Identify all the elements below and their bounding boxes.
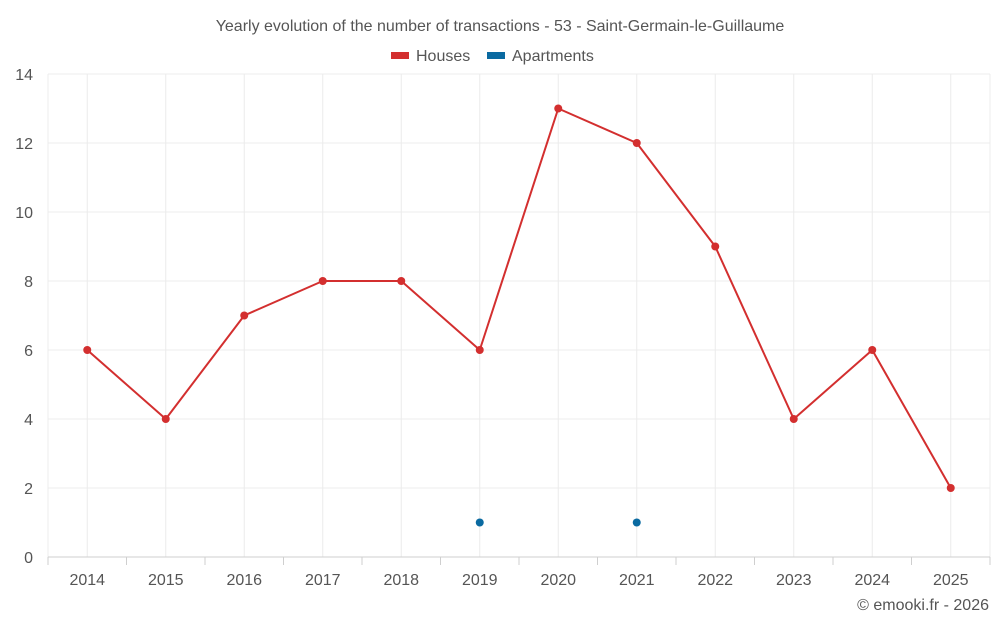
data-point-houses[interactable] bbox=[397, 277, 406, 285]
chart-title: Yearly evolution of the number of transa… bbox=[216, 18, 785, 35]
credit-text: © emooki.fr - 2026 bbox=[857, 597, 989, 614]
y-tick-label: 2 bbox=[24, 481, 33, 498]
data-point-apartments[interactable] bbox=[475, 518, 484, 527]
series-apartments bbox=[475, 518, 641, 527]
y-tick-label: 0 bbox=[24, 550, 33, 567]
x-tick-label: 2023 bbox=[776, 572, 812, 589]
data-point-houses[interactable] bbox=[946, 484, 955, 492]
x-tick-label: 2019 bbox=[462, 572, 498, 589]
x-tick-label: 2020 bbox=[540, 572, 576, 589]
data-point-houses[interactable] bbox=[161, 415, 170, 423]
grid bbox=[47, 73, 991, 557]
data-point-houses[interactable] bbox=[711, 242, 720, 251]
x-tick-label: 2025 bbox=[933, 572, 969, 589]
data-point-houses[interactable] bbox=[632, 139, 641, 147]
x-tick-label: 2016 bbox=[226, 572, 262, 589]
data-point-houses[interactable] bbox=[318, 277, 327, 285]
y-tick-label: 4 bbox=[24, 412, 33, 429]
data-point-houses[interactable] bbox=[83, 346, 92, 354]
y-axis: 0 2 4 6 8 10 12 14 bbox=[15, 67, 33, 567]
legend-swatch-houses bbox=[391, 52, 409, 59]
y-tick-label: 14 bbox=[15, 67, 33, 84]
data-point-houses[interactable] bbox=[240, 311, 249, 320]
y-tick-label: 8 bbox=[24, 274, 33, 291]
series-houses bbox=[83, 104, 955, 492]
x-tick-label: 2017 bbox=[305, 572, 341, 589]
legend-item-houses[interactable]: Houses bbox=[391, 48, 470, 65]
y-tick-label: 12 bbox=[15, 136, 33, 153]
data-point-houses[interactable] bbox=[868, 346, 877, 354]
data-point-houses[interactable] bbox=[554, 104, 563, 113]
x-tick-label: 2021 bbox=[619, 572, 655, 589]
legend: Houses Apartments bbox=[391, 48, 594, 65]
legend-label-houses: Houses bbox=[416, 48, 470, 65]
x-tick-label: 2014 bbox=[69, 572, 105, 589]
series-line-houses bbox=[86, 107, 952, 489]
x-axis: 2014 2015 2016 2017 2018 2019 2020 2021 2022 2023… bbox=[47, 556, 991, 589]
y-tick-label: 6 bbox=[24, 343, 33, 360]
y-tick-label: 10 bbox=[15, 205, 33, 222]
legend-swatch-apartments bbox=[487, 52, 505, 59]
series bbox=[83, 104, 955, 527]
data-point-apartments[interactable] bbox=[632, 518, 641, 527]
data-point-houses[interactable] bbox=[475, 346, 484, 354]
x-tick-label: 2022 bbox=[697, 572, 733, 589]
legend-label-apartments: Apartments bbox=[512, 48, 594, 65]
data-point-houses[interactable] bbox=[789, 415, 798, 423]
x-tick-label: 2018 bbox=[383, 572, 419, 589]
x-tick-label: 2015 bbox=[148, 572, 184, 589]
legend-item-apartments[interactable]: Apartments bbox=[487, 48, 594, 65]
x-tick-label: 2024 bbox=[854, 572, 890, 589]
